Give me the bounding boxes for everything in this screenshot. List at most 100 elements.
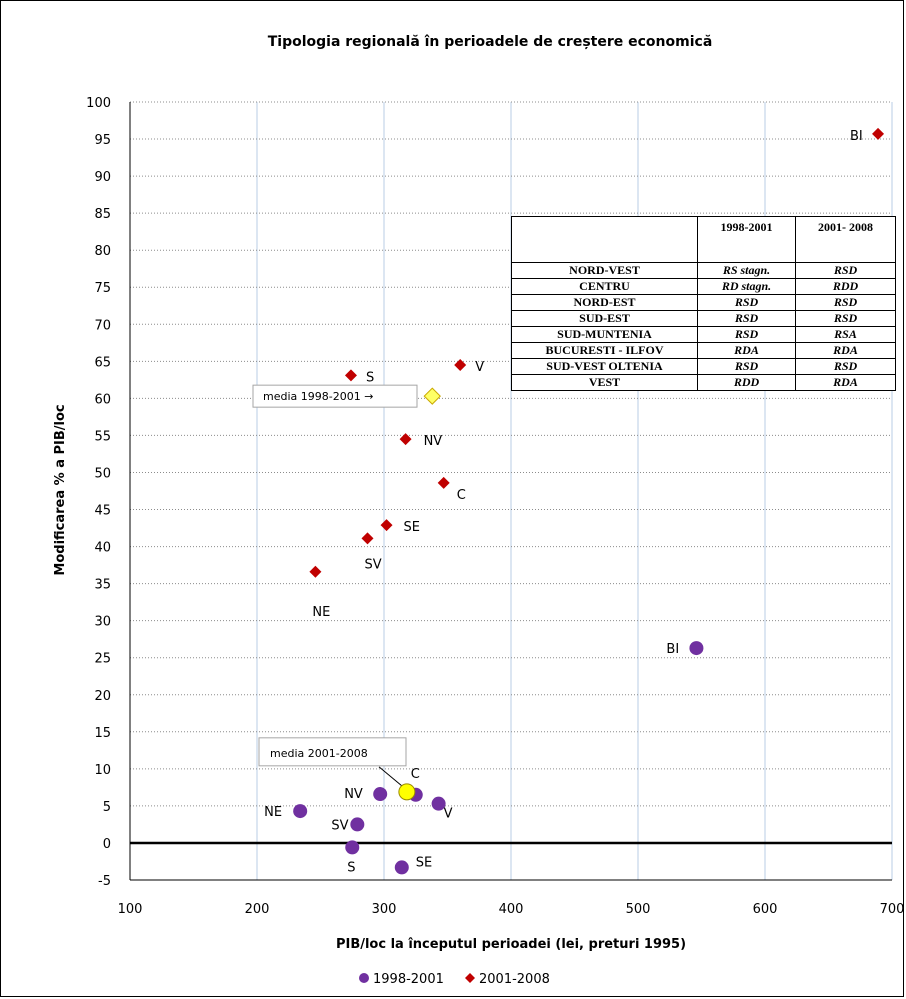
- point-label: NV: [424, 434, 443, 449]
- y-tick-label: 70: [94, 318, 111, 333]
- point-label: V: [475, 360, 484, 375]
- region-cell: SUD-EST: [511, 310, 698, 327]
- type-cell: RDA: [697, 342, 796, 359]
- table-row: SUD-EST RSD RSD: [511, 310, 896, 327]
- table-row: NORD-EST RSD RSD: [511, 294, 896, 311]
- y-tick-label: 30: [94, 615, 111, 630]
- y-tick-label: 50: [94, 466, 111, 481]
- point-label: S: [347, 860, 355, 875]
- type-cell: RS stagn.: [697, 262, 796, 279]
- x-tick-label: 100: [118, 902, 143, 917]
- type-cell: RDA: [795, 374, 896, 391]
- data-point: [437, 476, 450, 489]
- legend: 1998-2001 2001-2008: [359, 972, 550, 987]
- y-tick-label: 100: [86, 96, 111, 111]
- point-label: BI: [850, 129, 863, 144]
- data-point: [373, 787, 388, 802]
- y-tick-label: 80: [94, 244, 111, 259]
- type-cell: RSD: [697, 326, 796, 343]
- type-cell: RSD: [795, 262, 896, 279]
- point-label: NE: [312, 605, 330, 620]
- type-cell: RSD: [697, 294, 796, 311]
- y-tick-label: 65: [94, 355, 111, 370]
- type-cell: RSA: [795, 326, 896, 343]
- y-tick-label: 35: [94, 578, 111, 593]
- table-header-cell: [511, 216, 698, 263]
- y-tick-label: 0: [103, 837, 111, 852]
- point-label: BI: [666, 642, 679, 657]
- axes: 100 200 300 400 500 600 700 -5 0 5 10 15 20 25 30 35 40 4…: [86, 96, 904, 917]
- legend-label: 1998-2001: [373, 972, 444, 987]
- table-row: CENTRU RD stagn. RDD: [511, 278, 896, 295]
- point-label: C: [457, 488, 466, 503]
- y-tick-label: 90: [94, 170, 111, 185]
- average-marker: [398, 783, 416, 801]
- type-cell: RSD: [795, 310, 896, 327]
- average-callout-box: [252, 384, 418, 408]
- type-cell: RSD: [795, 358, 896, 375]
- point-label: S: [366, 370, 374, 385]
- type-cell: RDD: [795, 278, 896, 295]
- point-label: SE: [416, 855, 432, 870]
- average-callout-label: media 2001-2008: [270, 747, 368, 760]
- region-cell: NORD-VEST: [511, 262, 698, 279]
- chart-title: Tipologia regională în perioadele de cre…: [268, 34, 713, 50]
- data-point: [394, 860, 409, 875]
- legend-marker: [359, 973, 369, 983]
- region-cell: CENTRU: [511, 278, 698, 295]
- y-tick-label: 95: [94, 133, 111, 148]
- table-header-row: 1998-2001 2001- 2008: [511, 216, 896, 263]
- data-point: [872, 127, 885, 140]
- y-tick-label: -5: [98, 874, 111, 889]
- data-point: [361, 532, 374, 545]
- x-tick-label: 500: [626, 902, 651, 917]
- average-marker: [423, 387, 441, 405]
- y-tick-label: 75: [94, 281, 111, 296]
- data-point: [431, 796, 446, 811]
- typology-table: 1998-2001 2001- 2008 NORD-VEST RS stagn. R…: [511, 216, 896, 391]
- point-label: SE: [404, 520, 420, 535]
- y-tick-label: 25: [94, 652, 111, 667]
- y-tick-label: 85: [94, 207, 111, 222]
- average-callout-box: [258, 737, 407, 767]
- region-cell: SUD-MUNTENIA: [511, 326, 698, 343]
- type-cell: RSD: [697, 358, 796, 375]
- data-point: [380, 519, 393, 532]
- region-cell: VEST: [511, 374, 698, 391]
- y-tick-label: 10: [94, 763, 111, 778]
- y-tick-label: 55: [94, 429, 111, 444]
- y-axis-title: Modificarea % a PIB/loc: [53, 404, 68, 575]
- data-point: [309, 565, 322, 578]
- table-header-cell: 1998-2001: [697, 216, 796, 263]
- data-point: [293, 804, 308, 819]
- y-tick-label: 45: [94, 504, 111, 519]
- legend-marker: [465, 973, 475, 983]
- x-axis-title: PIB/loc la începutul perioadei (lei, pre…: [336, 937, 686, 952]
- x-tick-label: 400: [499, 902, 524, 917]
- region-cell: SUD-VEST OLTENIA: [511, 358, 698, 375]
- type-cell: RDD: [697, 374, 796, 391]
- point-label: SV: [364, 557, 381, 572]
- legend-label: 2001-2008: [479, 972, 550, 987]
- point-label: NE: [264, 805, 282, 820]
- type-cell: RSD: [697, 310, 796, 327]
- data-point: [399, 433, 412, 446]
- x-tick-label: 600: [753, 902, 778, 917]
- data-point: [344, 369, 357, 382]
- callout-arrow: [378, 766, 403, 787]
- table-row: SUD-VEST OLTENIA RSD RSD: [511, 358, 896, 375]
- type-cell: RSD: [795, 294, 896, 311]
- y-tick-label: 60: [94, 392, 111, 407]
- point-label: NV: [344, 787, 363, 802]
- x-tick-label: 200: [245, 902, 270, 917]
- region-cell: NORD-EST: [511, 294, 698, 311]
- y-tick-label: 15: [94, 726, 111, 741]
- table-row: SUD-MUNTENIA RSD RSA: [511, 326, 896, 343]
- data-point: [350, 817, 365, 832]
- table-row: VEST RDD RDA: [511, 374, 896, 391]
- data-point: [345, 840, 360, 855]
- point-label: SV: [331, 818, 348, 833]
